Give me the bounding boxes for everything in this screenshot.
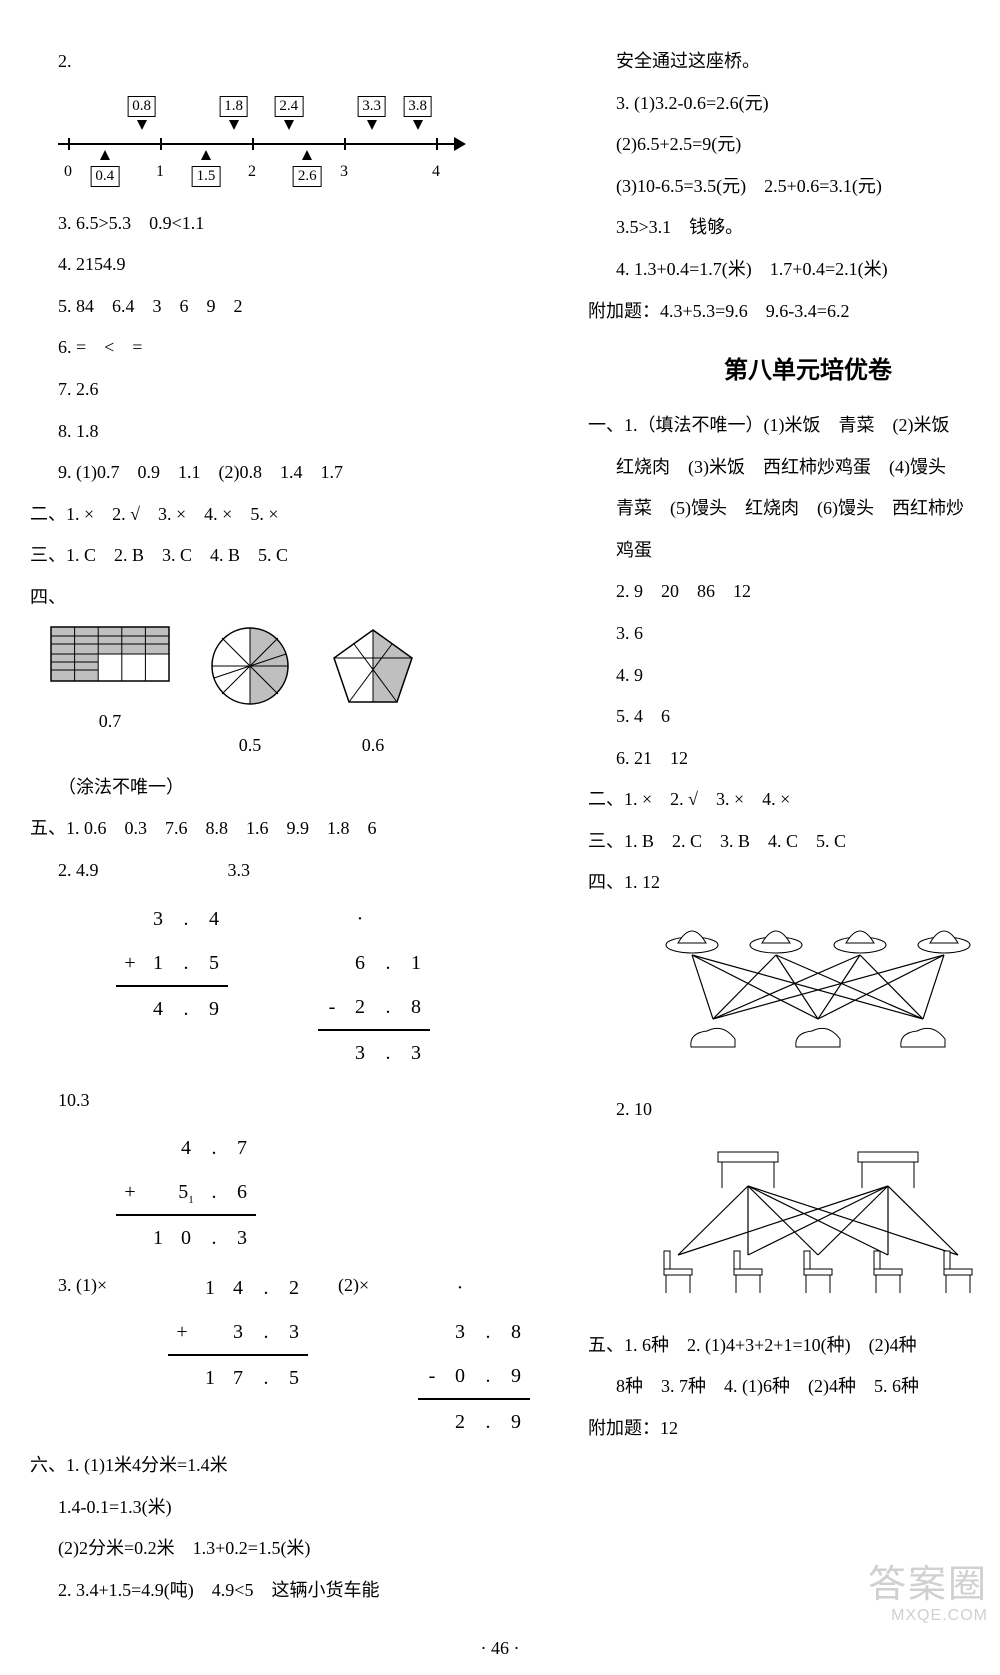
sec5-2a: 2. 4.9 [58,860,99,880]
sec5-2: 2. 4.9 3.3 [30,851,540,891]
combo-graph-1 [608,907,1000,1082]
s5: 五、1. 6种 2. (1)4+3+2+1=10(种) (2)4种 [588,1326,1000,1366]
q5: 5. 84 6.4 3 6 9 2 [30,287,540,327]
watermark-big: 答案圈 [868,1565,988,1607]
left-column: 2. 012340.81.82.43.33.80.41.52.6 3. 6.5>… [30,40,564,1612]
cont1: 安全通过这座桥。 [588,42,1000,82]
sec6-a: 1.4-0.1=1.3(米) [30,1488,540,1528]
vcalc-4: 14.2+3.317.5 [168,1266,308,1400]
s2: 二、1. × 2. √ 3. × 4. × [588,780,1000,820]
shape-rect-caption: 0.7 [50,702,170,742]
sec6-b: (2)2分米=0.2米 1.3+0.2=1.5(米) [30,1529,540,1569]
sec4-heading: 四、 [30,578,540,618]
ext2: 附加题：12 [588,1409,1000,1449]
sec5-1: 五、1. 0.6 0.3 7.6 8.8 1.6 9.9 1.8 6 [30,809,540,849]
sec5-2b: 3.3 [228,860,251,880]
sec5-3: 3. (1)× 14.2+3.317.5 (2)× ·3.8-0.92.9 [30,1266,540,1444]
s1-1c: 青菜 (5)馒头 红烧肉 (6)馒头 西红柿炒 [588,489,1000,529]
s1-1b: 红烧肉 (3)米饭 西红柿炒鸡蛋 (4)馒头 [588,448,1000,488]
bipartite-graph-icon [608,1133,1000,1303]
r3c: (3)10-6.5=3.5(元) 2.5+0.6=3.1(元) [588,167,1000,207]
right-column: 安全通过这座桥。 3. (1)3.2-0.6=2.6(元) (2)6.5+2.5… [564,40,1000,1612]
r3b: (2)6.5+2.5=9(元) [588,125,1000,165]
q9: 9. (1)0.7 0.9 1.1 (2)0.8 1.4 1.7 [30,453,540,493]
bipartite-graph-icon [608,907,1000,1067]
s4-2: 2. 10 [588,1090,1000,1130]
sec5-3b: (2)× [338,1266,398,1306]
calc-pair-1: 3.4+1.54.9 ·6.1-2.83.3 [30,893,540,1079]
r3a: 3. (1)3.2-0.6=2.6(元) [588,84,1000,124]
s1-1d: 鸡蛋 [588,531,1000,571]
r4: 4. 1.3+0.4=1.7(米) 1.7+0.4=2.1(米) [588,250,1000,290]
q4: 4. 2154.9 [30,245,540,285]
rect-grid-icon [50,626,170,682]
sec2: 二、1. × 2. √ 3. × 4. × 5. × [30,495,540,535]
shape-rect: 0.7 [50,626,170,742]
s5b: 8种 3. 7种 4. (1)6种 (2)4种 5. 6种 [588,1367,1000,1407]
shape-circle: 0.5 [210,626,290,766]
val-103: 10.3 [30,1081,540,1121]
q2: 2. [30,42,540,82]
q8: 8. 1.8 [30,412,540,452]
ext: 附加题：4.3+5.3=9.6 9.6-3.4=6.2 [588,292,1000,332]
watermark: 答案圈 MXQE.COM [868,1565,988,1624]
watermark-small: MXQE.COM [868,1607,988,1625]
q3: 3. 6.5>5.3 0.9<1.1 [30,204,540,244]
shapes-row: 0.7 0.5 [50,626,540,766]
s3: 三、1. B 2. C 3. B 4. C 5. C [588,822,1000,862]
shape-circle-caption: 0.5 [210,726,290,766]
note4: （涂法不唯一） [30,768,540,808]
s1-1: 一、1.（填法不唯一）(1)米饭 青菜 (2)米饭 [588,406,1000,446]
combo-graph-2 [608,1133,1000,1318]
page-footer: · 46 · [0,1632,1000,1675]
s1-3: 3. 6 [588,614,1000,654]
s4-1: 四、1. 12 [588,863,1000,903]
sec5-3a: 3. (1)× [58,1266,138,1306]
r3d: 3.5>3.1 钱够。 [588,208,1000,248]
vcalc-3: 4.7+51.610.3 [116,1126,256,1260]
pentagon-icon [330,626,416,706]
s1-6: 6. 21 12 [588,739,1000,779]
vcalc-1: 3.4+1.54.9 [116,897,228,1075]
vcalc-2: ·6.1-2.83.3 [318,897,430,1075]
s1-2: 2. 9 20 86 12 [588,572,1000,612]
s1-5: 5. 4 6 [588,697,1000,737]
vcalc-5: ·3.8-0.92.9 [418,1266,530,1444]
circle-slices-icon [210,626,290,706]
shape-pentagon-caption: 0.6 [330,726,416,766]
sec3: 三、1. C 2. B 3. C 4. B 5. C [30,536,540,576]
sec6-c: 2. 3.4+1.5=4.9(吨) 4.9<5 这辆小货车能 [30,1571,540,1611]
number-line: 012340.81.82.43.33.80.41.52.6 [58,88,540,198]
sec6-h: 六、1. (1)1米4分米=1.4米 [30,1446,540,1486]
s1-4: 4. 9 [588,656,1000,696]
q7: 7. 2.6 [30,370,540,410]
unit-title: 第八单元培优卷 [588,345,1000,398]
shape-pentagon: 0.6 [330,626,416,766]
q6: 6. = < = [30,328,540,368]
